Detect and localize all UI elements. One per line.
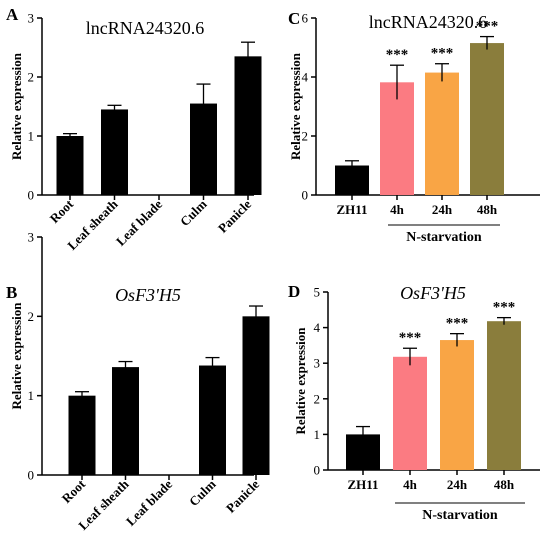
significance-label: ***: [476, 19, 499, 35]
x-tick-label: Panicle: [223, 476, 262, 515]
y-tick-label: 3: [28, 11, 35, 26]
group-label: N-starvation: [422, 508, 498, 523]
panel-label: D: [288, 282, 300, 301]
panel-label: A: [6, 5, 19, 24]
x-tick-label: 4h: [390, 202, 405, 217]
y-tick-label: 2: [28, 309, 35, 324]
chart-title: OsF3'H5: [400, 283, 466, 303]
y-axis-label: Relative expression: [9, 302, 24, 410]
bar: [199, 365, 226, 475]
significance-label: ***: [431, 46, 454, 62]
y-tick-label: 6: [302, 11, 309, 26]
x-tick-label: 48h: [477, 202, 498, 217]
bar: [440, 340, 474, 470]
y-tick-label: 2: [28, 70, 35, 85]
chart-title: lncRNA24320.6: [369, 12, 488, 32]
bar: [234, 56, 262, 195]
y-tick-label: 5: [314, 285, 321, 300]
panel-label: B: [6, 283, 17, 302]
y-tick-label: 1: [28, 388, 35, 403]
y-tick-label: 0: [302, 188, 309, 203]
x-tick-label: Culm: [186, 476, 219, 509]
x-tick-label: Root: [47, 196, 77, 226]
y-axis-label: Relative expression: [9, 52, 24, 160]
bar: [68, 395, 96, 475]
x-tick-label: Leaf blade: [123, 476, 175, 528]
bar: [242, 316, 270, 475]
y-tick-label: 4: [314, 320, 321, 335]
x-tick-label: Leaf blade: [113, 196, 165, 248]
significance-label: ***: [446, 316, 469, 332]
x-tick-label: Panicle: [215, 196, 254, 235]
chart-panel-d: D OsF3'H5 Relative expression 0 1 2 3 4 5 ZH11 ***…: [288, 282, 540, 523]
significance-label: ***: [493, 300, 516, 316]
x-tick-label: Culm: [177, 196, 210, 229]
bar: [56, 136, 84, 195]
y-tick-label: 1: [314, 427, 321, 442]
y-tick-label: 0: [28, 468, 35, 483]
bar: [393, 356, 427, 470]
bar: [425, 72, 459, 195]
y-tick-label: 0: [314, 463, 321, 478]
y-tick-label: 1: [28, 129, 35, 144]
bar: [112, 367, 139, 475]
x-tick-label: ZH11: [336, 202, 367, 217]
x-tick-label: ZH11: [347, 477, 378, 492]
y-tick-label: 3: [28, 230, 35, 245]
y-tick-label: 4: [302, 70, 309, 85]
x-tick-label: 24h: [447, 477, 468, 492]
bar: [380, 82, 414, 195]
bar: [470, 43, 504, 196]
y-tick-label: 3: [314, 356, 321, 371]
chart-title: lncRNA24320.6: [86, 18, 205, 38]
bar: [487, 321, 521, 470]
x-tick-label: 48h: [494, 477, 515, 492]
y-axis-label: Relative expression: [288, 52, 303, 160]
y-tick-label: 2: [302, 129, 309, 144]
significance-label: ***: [386, 47, 409, 63]
group-label: N-starvation: [406, 230, 482, 245]
x-tick-label: Root: [59, 476, 89, 506]
panel-label: C: [288, 9, 300, 28]
x-tick-label: 4h: [403, 477, 418, 492]
chart-panel-b: B OsF3'H5 Relative expression 0 1 2 3 Root Leaf …: [6, 230, 270, 533]
significance-label: ***: [399, 330, 422, 346]
x-tick-label: 24h: [432, 202, 453, 217]
bar: [101, 109, 128, 195]
y-tick-label: 0: [28, 188, 35, 203]
y-axis-label: Relative expression: [293, 327, 308, 435]
bar: [335, 165, 369, 195]
y-tick-label: 2: [314, 391, 321, 406]
chart-title: OsF3'H5: [115, 285, 181, 305]
